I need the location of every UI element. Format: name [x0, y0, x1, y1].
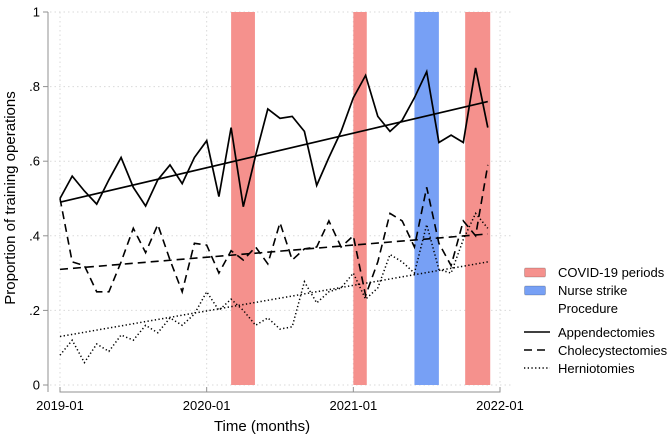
y-tick-label: .6 [29, 154, 40, 169]
appendectomies-trend-line [59, 100, 488, 204]
covid-band [353, 12, 367, 385]
legend-label: Appendectomies [558, 324, 655, 340]
legend-item: Herniotomies [524, 359, 667, 377]
nurse-strike-band [414, 12, 439, 385]
y-tick-label: 0 [33, 378, 40, 393]
dotted-line-swatch [524, 363, 550, 373]
appendectomies-line [59, 67, 489, 208]
x-tick-label: 2019-01 [36, 398, 84, 413]
legend-group-header: Procedure [524, 299, 667, 317]
legend-item: Appendectomies [524, 323, 667, 341]
legend-label: Nurse strike [558, 282, 628, 298]
cholecystectomies-trend-line [59, 233, 488, 271]
period-bands [231, 12, 491, 385]
axes: 0 .2 .4 .6 .8 1 2019-01 2020-01 2021-01 2022-01 [29, 5, 524, 414]
gridlines [50, 11, 512, 386]
y-tick-label: .2 [29, 303, 40, 318]
legend-item: Cholecystectomies [524, 341, 667, 359]
dashed-line-swatch [524, 345, 550, 355]
covid-band [231, 12, 255, 385]
covid-band [465, 12, 491, 385]
x-tick-label: 2021-01 [329, 398, 377, 413]
x-tick-label: 2022-01 [476, 398, 524, 413]
nurse-strike-swatch [524, 285, 550, 296]
y-tick-label: .4 [29, 228, 40, 243]
y-tick-label: .8 [29, 79, 40, 94]
legend-item: Nurse strike [524, 281, 667, 299]
solid-line-swatch [524, 327, 550, 337]
legend-label: Cholecystectomies [558, 342, 668, 358]
y-axis-title: Proportion of training operations [2, 91, 19, 304]
legend-label: COVID-19 periods [558, 264, 665, 280]
cholecystectomies-line [59, 164, 489, 299]
legend-label: Herniotomies [558, 360, 635, 376]
x-tick-label: 2020-01 [183, 398, 231, 413]
legend: COVID-19 periods Nurse strike Procedure App… [524, 263, 667, 377]
legend-label: Procedure [558, 300, 618, 316]
data-series [59, 67, 489, 365]
y-tick-label: 1 [33, 5, 40, 20]
legend-item: COVID-19 periods [524, 263, 667, 281]
x-axis-title: Time (months) [214, 418, 310, 435]
covid-swatch [524, 267, 550, 278]
